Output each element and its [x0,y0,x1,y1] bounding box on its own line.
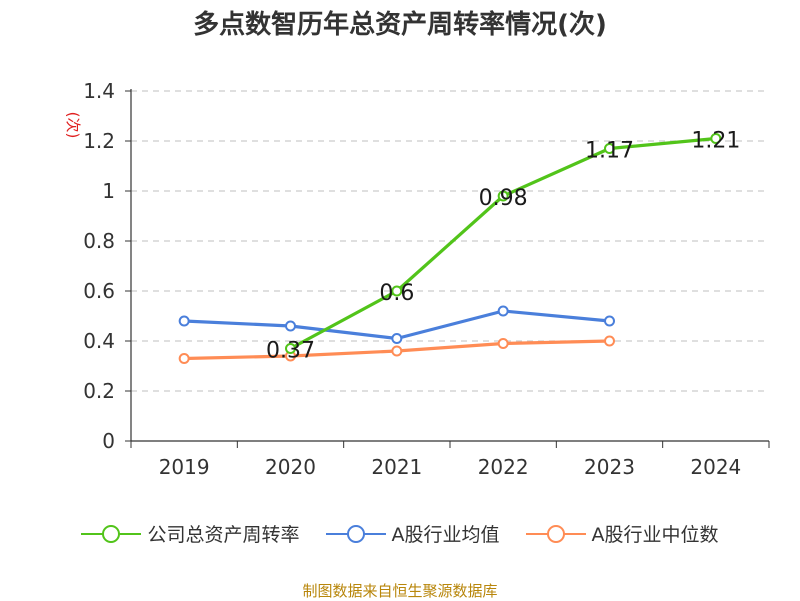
series-line [289,136,716,350]
y-tick-label: 1.4 [83,79,115,103]
data-label: 1.17 [585,139,634,164]
y-tick-label: 0 [102,429,115,453]
x-tick-label: 2024 [690,455,741,479]
y-tick-label: 1.2 [83,129,115,153]
data-point [604,335,615,347]
legend-item-company[interactable]: 公司总资产周转率 [81,520,300,547]
data-point [178,315,190,327]
legend-label-industry-avg: A股行业均值 [391,524,500,546]
data-point [391,345,403,357]
data-point [710,133,722,144]
x-tick-label: 2021 [371,455,422,479]
data-point [497,305,509,317]
x-tick-label: 2022 [478,455,529,479]
data-point [497,338,509,349]
legend: 公司总资产周转率 A股行业均值 A股行业中位数 [0,520,800,547]
y-axis-label: (次) [64,112,82,139]
x-tick-label: 2020 [265,455,316,479]
data-point [604,315,615,327]
data-point [497,190,509,202]
data-label: 0.37 [266,339,315,364]
chart-title: 多点数智历年总资产周转率情况(次) [193,10,607,40]
data-point [285,320,296,332]
legend-marker-industry-avg [325,524,386,543]
y-tick-label: 0.2 [83,379,115,403]
x-tick-label: 2019 [159,455,210,479]
legend-label-company: 公司总资产周转率 [147,524,300,546]
data-label: 0.98 [479,186,528,211]
data-source-note: 制图数据来自恒生聚源数据库 [302,582,498,600]
y-tick-label: 0.6 [83,279,115,303]
legend-item-industry-avg[interactable]: A股行业均值 [325,520,500,547]
x-tick-label: 2023 [584,455,635,479]
data-point [391,285,403,297]
legend-marker-company [81,524,142,543]
legend-item-industry-median[interactable]: A股行业中位数 [525,520,719,547]
legend-marker-industry-median [525,524,586,543]
legend-label-industry-median: A股行业中位数 [591,524,719,546]
data-point [285,343,296,354]
y-tick-label: 1 [102,179,115,203]
data-label: 1.21 [691,129,740,154]
y-tick-label: 0.8 [83,229,115,253]
data-label: 0.6 [379,281,414,306]
data-point [178,353,190,364]
data-point [604,143,615,154]
data-point [391,333,403,344]
y-tick-label: 0.4 [83,329,115,353]
